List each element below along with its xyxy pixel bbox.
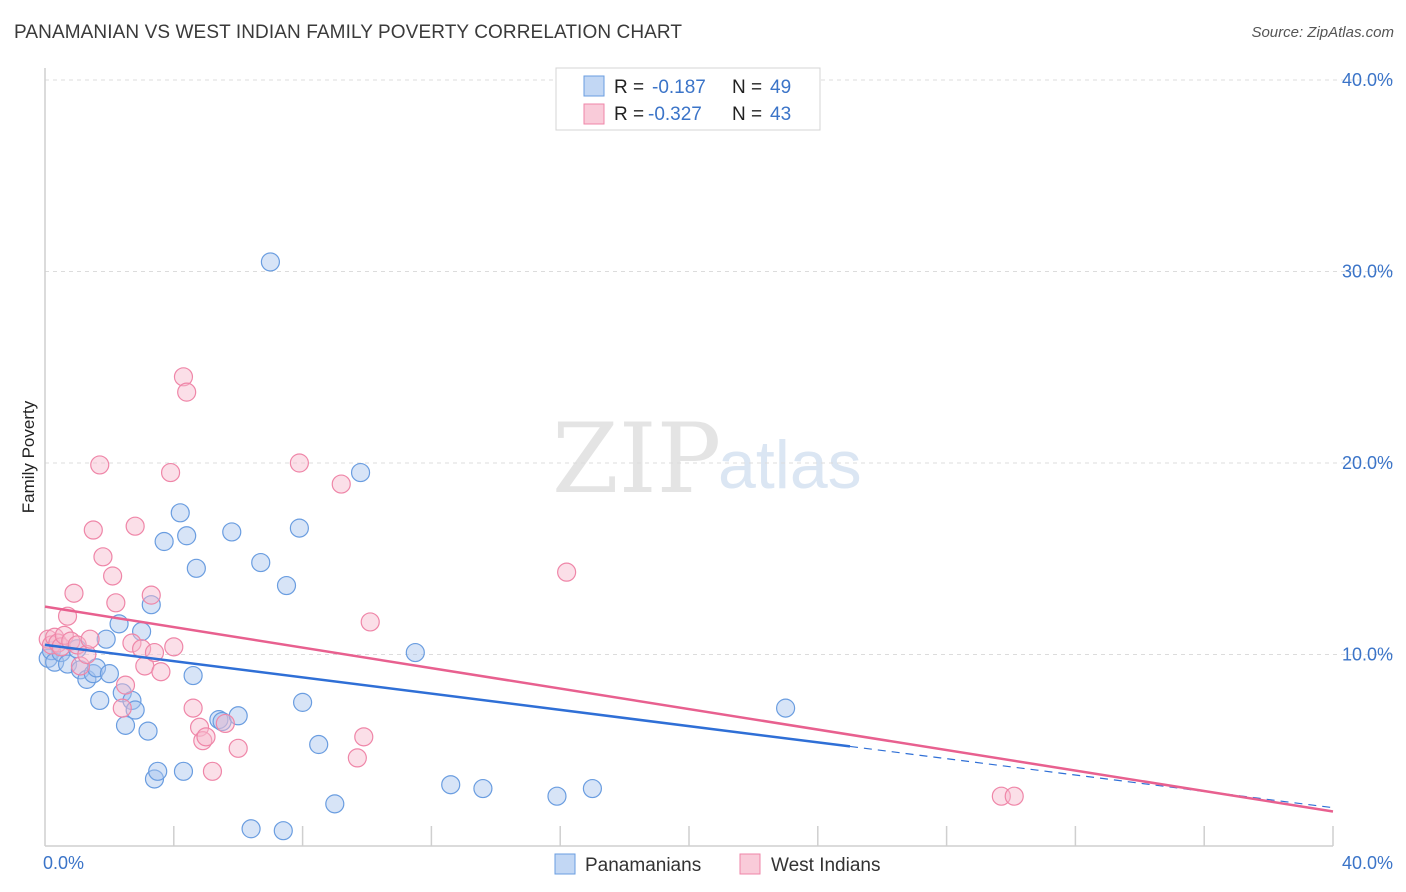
chart-source: Source: ZipAtlas.com xyxy=(1251,24,1394,41)
legend-n-value-2: 43 xyxy=(770,104,791,125)
x-tick-label-1: 40.0% xyxy=(1342,853,1393,873)
panamanian-point-38 xyxy=(289,518,309,538)
watermark-zip: ZIP xyxy=(552,403,721,515)
panamanian-point-35 xyxy=(260,252,280,272)
panamanian-point-33 xyxy=(241,819,261,839)
west-indian-point-42 xyxy=(360,612,380,632)
series-legend-swatch-panamanians xyxy=(554,853,576,875)
west-indian-point-45 xyxy=(1004,786,1024,806)
panamanian-point-28 xyxy=(186,558,206,578)
panamanian-point-31 xyxy=(222,522,242,542)
west-indian-point-16 xyxy=(103,566,123,586)
y-axis-label: Family Poverty xyxy=(19,400,38,513)
west-indian-point-10 xyxy=(70,656,91,676)
west-indian-point-36 xyxy=(215,713,235,734)
y-tick-label-2: 30.0% xyxy=(1342,262,1393,282)
panamanian-trend-line xyxy=(44,643,851,748)
panamanian-point-40 xyxy=(309,734,329,755)
west-indian-point-13 xyxy=(83,520,103,540)
panamanian-point-39 xyxy=(293,692,313,712)
west-indian-point-28 xyxy=(164,637,184,657)
panamanian-trend-extension xyxy=(849,745,1334,809)
panamanian-point-15 xyxy=(115,715,136,735)
west-indian-point-34 xyxy=(196,727,216,747)
y-tick-label-3: 40.0% xyxy=(1342,70,1393,90)
panamanian-point-12 xyxy=(99,664,120,684)
panamanian-point-22 xyxy=(148,761,168,781)
x-tick-label-0: 0.0% xyxy=(43,853,84,873)
panamanian-point-44 xyxy=(441,775,461,795)
west-indian-point-43 xyxy=(557,562,577,582)
panamanian-point-47 xyxy=(582,778,603,799)
panamanian-point-11 xyxy=(96,629,116,649)
panamanian-point-27 xyxy=(183,665,203,686)
west-indian-point-27 xyxy=(160,462,181,483)
panamanian-point-19 xyxy=(138,721,158,741)
legend-n-label-1: N = xyxy=(732,77,762,98)
west-indian-trend-line xyxy=(44,605,1334,813)
panamanian-point-48 xyxy=(775,698,796,718)
trend-lines xyxy=(44,605,1334,813)
chart-title: PANAMANIAN VS WEST INDIAN FAMILY POVERTY… xyxy=(14,22,683,43)
panamanian-point-23 xyxy=(154,531,174,552)
data-points xyxy=(38,252,1024,841)
legend-n-value-1: 49 xyxy=(770,77,791,98)
panamanian-point-43 xyxy=(405,642,425,663)
series-legend-label-west-indians: West Indians xyxy=(771,855,880,876)
series-legend: Panamanians West Indians xyxy=(554,853,880,876)
tick-labels: 10.0% 20.0% 30.0% 40.0% 0.0% 40.0% xyxy=(43,70,1393,873)
panamanian-point-25 xyxy=(173,761,194,781)
legend-r-label-2: R = xyxy=(614,104,644,125)
west-indian-point-30 xyxy=(177,382,197,402)
stats-legend: R = -0.187 N = 49 R = -0.327 N = 43 xyxy=(555,67,821,131)
west-indian-point-37 xyxy=(228,738,248,758)
panamanian-point-37 xyxy=(276,575,297,596)
panamanian-point-26 xyxy=(177,526,197,546)
west-indian-point-15 xyxy=(93,547,113,567)
west-indian-point-17 xyxy=(106,593,126,613)
series-legend-swatch-west-indians xyxy=(739,853,761,875)
west-indian-point-19 xyxy=(115,675,136,695)
west-indian-point-31 xyxy=(183,698,203,718)
panamanian-point-41 xyxy=(325,794,345,814)
west-indian-point-38 xyxy=(289,453,309,473)
panamanian-point-24 xyxy=(170,503,190,523)
west-indian-point-18 xyxy=(112,698,132,718)
legend-swatch-panamanians xyxy=(583,75,605,97)
west-indian-point-26 xyxy=(151,662,171,682)
west-indian-point-14 xyxy=(90,455,110,475)
legend-r-value-1: -0.187 xyxy=(652,77,706,98)
west-indian-point-39 xyxy=(331,474,351,494)
panamanian-point-34 xyxy=(251,552,271,573)
west-indian-point-24 xyxy=(141,585,161,605)
legend-r-value-2: -0.327 xyxy=(648,104,702,125)
y-tick-label-1: 20.0% xyxy=(1342,453,1393,473)
west-indian-point-29 xyxy=(173,367,194,387)
west-indian-point-8 xyxy=(64,583,84,603)
grid-lines xyxy=(45,79,1393,655)
west-indian-point-41 xyxy=(354,727,374,747)
watermark-atlas: atlas xyxy=(718,427,862,503)
legend-swatch-west-indians xyxy=(583,103,605,125)
panamanian-point-46 xyxy=(547,786,567,806)
west-indian-point-21 xyxy=(125,516,145,536)
west-indian-point-35 xyxy=(202,761,223,781)
legend-n-label-2: N = xyxy=(732,104,762,125)
west-indian-point-12 xyxy=(80,629,100,649)
series-legend-label-panamanians: Panamanians xyxy=(585,855,701,876)
y-tick-label-0: 10.0% xyxy=(1342,645,1393,665)
west-indian-point-40 xyxy=(347,748,367,768)
panamanian-point-36 xyxy=(273,821,293,841)
west-indian-point-20 xyxy=(122,633,142,653)
legend-r-label-1: R = xyxy=(614,77,644,98)
panamanian-point-45 xyxy=(473,778,493,799)
panamanian-point-42 xyxy=(350,462,371,483)
panamanian-point-10 xyxy=(90,690,110,711)
